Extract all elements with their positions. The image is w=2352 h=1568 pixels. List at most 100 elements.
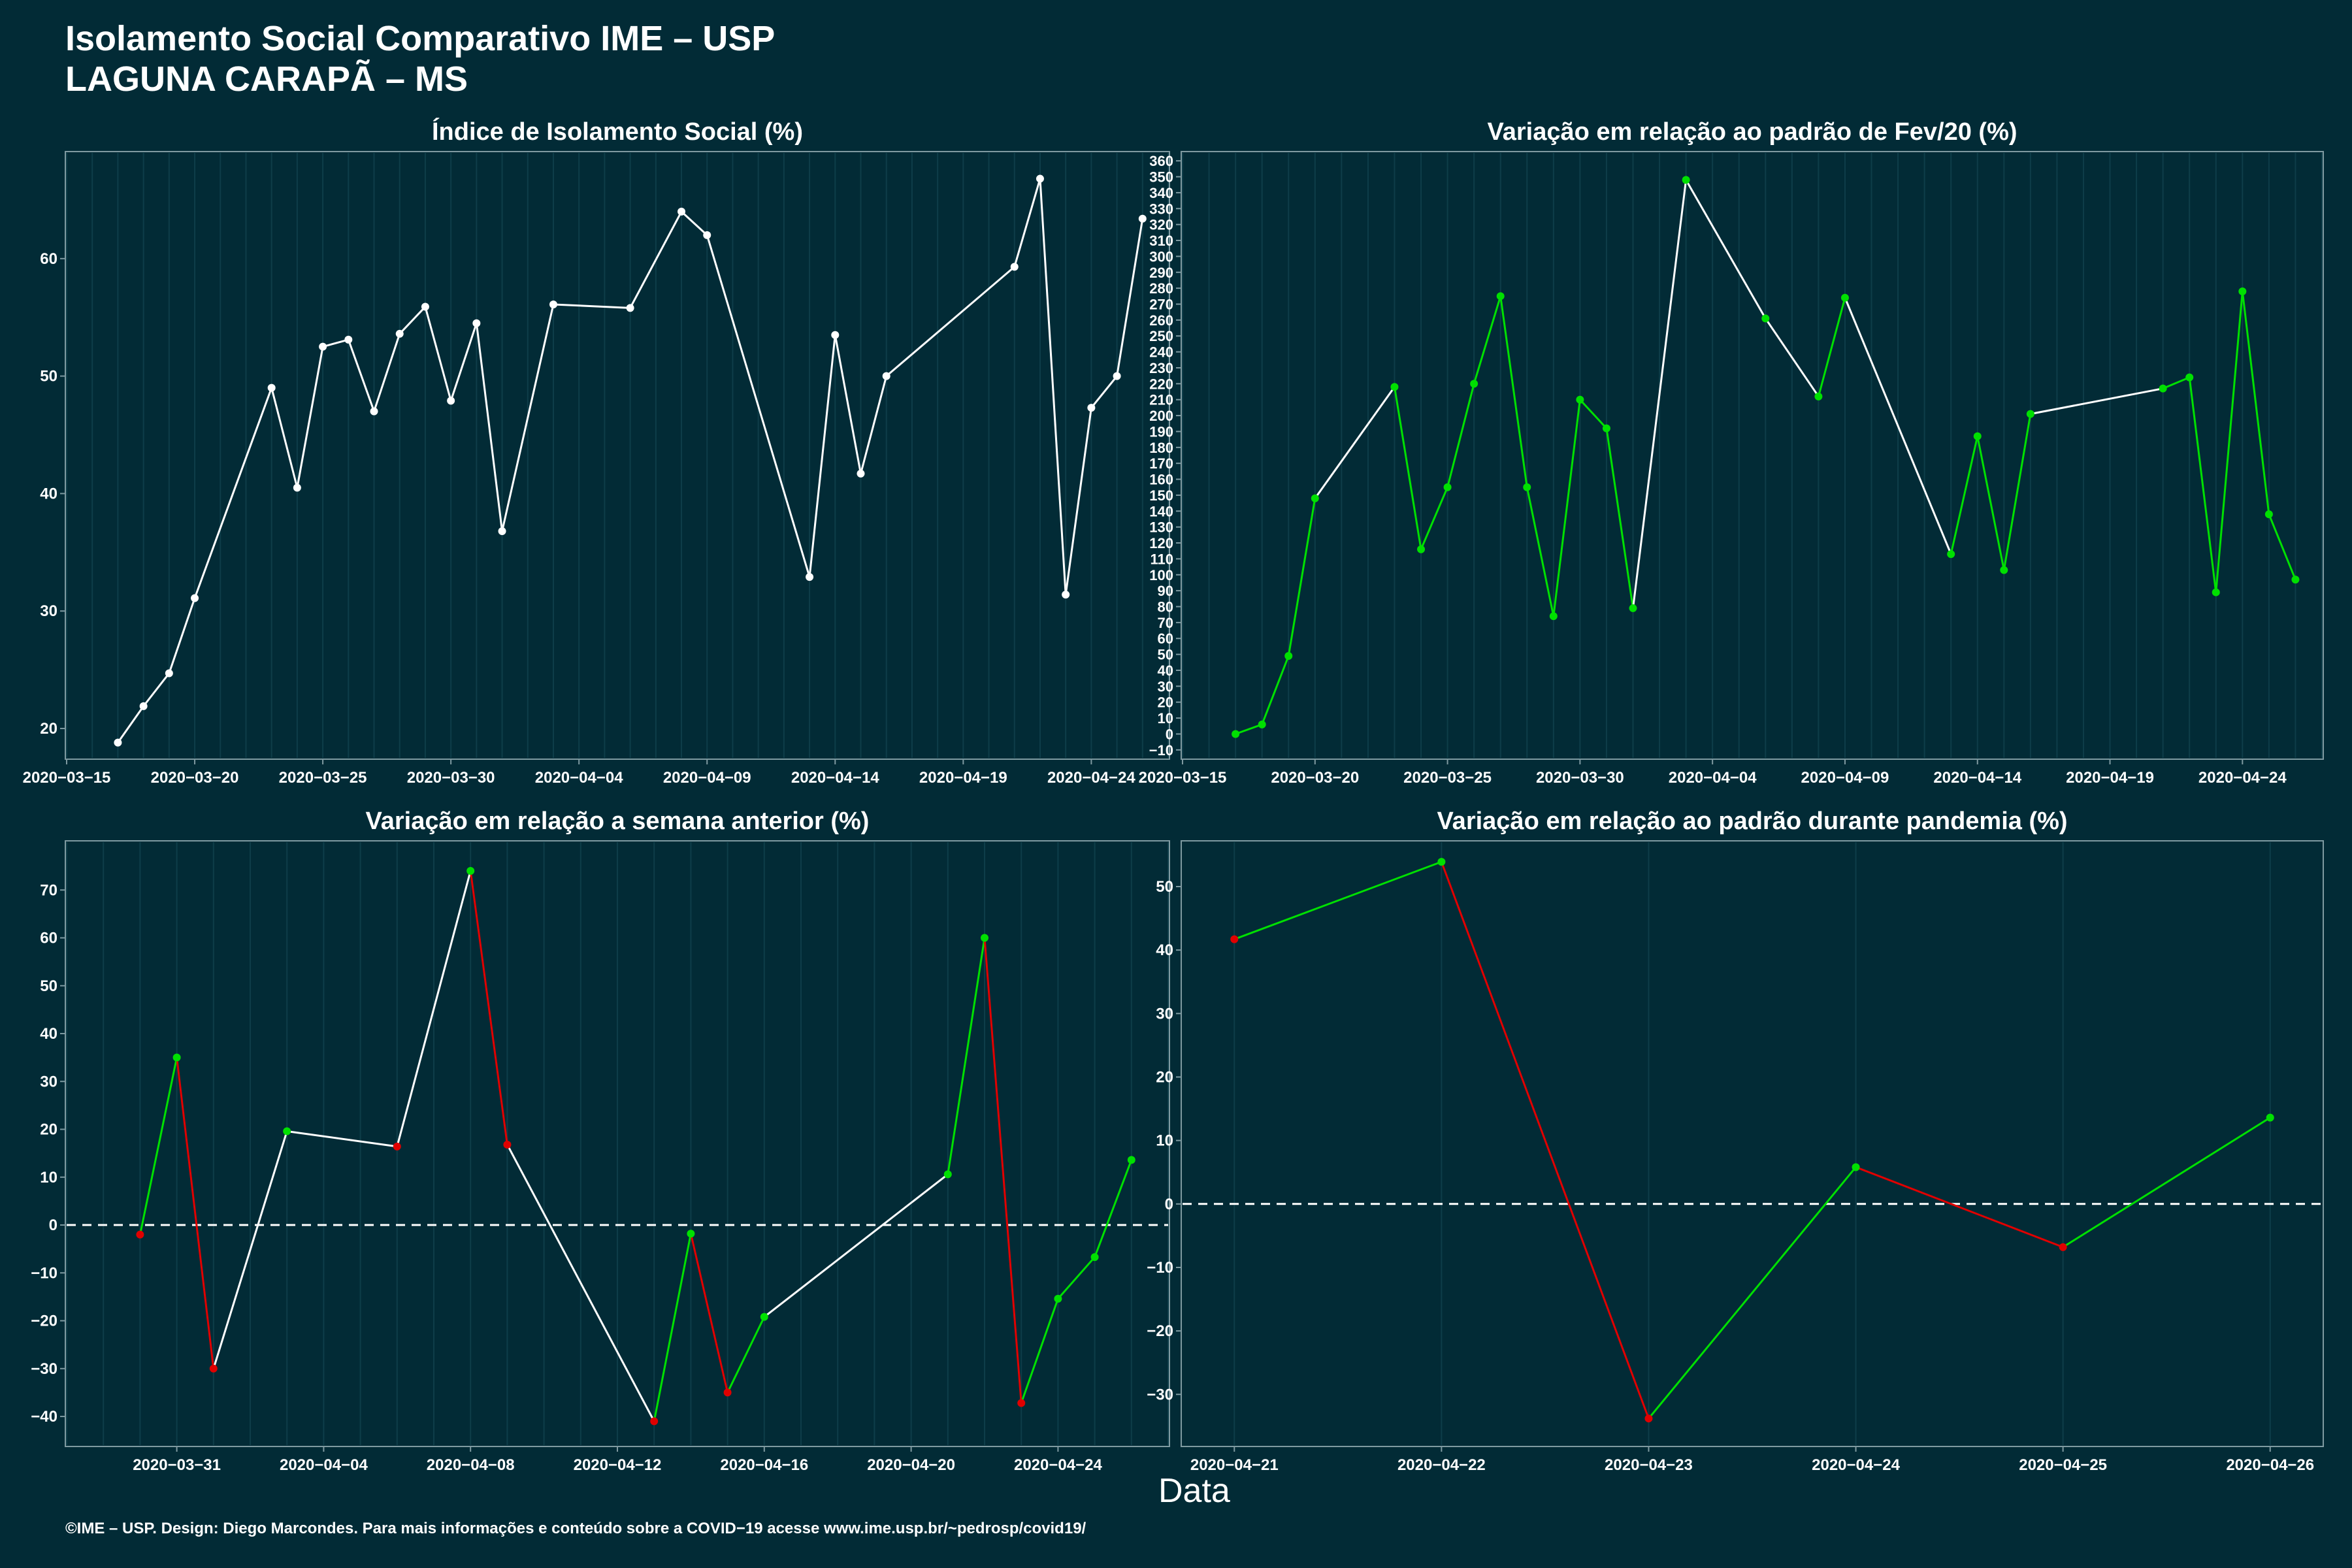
data-point bbox=[1127, 1156, 1135, 1164]
panel-title: Variação em relação ao padrão durante pa… bbox=[1437, 808, 2067, 835]
series-segment bbox=[983, 938, 1022, 1403]
data-point bbox=[1437, 858, 1446, 866]
x-tick-label: 2020−04−26 bbox=[2226, 1456, 2314, 1474]
series-segment bbox=[1094, 1159, 1133, 1258]
series-segment bbox=[834, 335, 862, 474]
data-point bbox=[687, 1230, 695, 1238]
data-point bbox=[1443, 483, 1452, 491]
y-tick-label: 20 bbox=[40, 720, 57, 738]
x-tick-label: 2020−04−19 bbox=[2066, 769, 2154, 787]
y-tick-label: 60 bbox=[1158, 630, 1173, 647]
data-point bbox=[393, 1142, 401, 1151]
y-tick-label: 0 bbox=[1165, 1196, 1173, 1213]
data-point bbox=[1284, 652, 1293, 661]
series-segment bbox=[553, 303, 630, 309]
y-tick-label: 20 bbox=[1156, 1068, 1173, 1086]
x-tick-label: 2020−03−25 bbox=[1403, 769, 1492, 787]
series-segment bbox=[1116, 218, 1144, 376]
data-point bbox=[2266, 1113, 2274, 1122]
data-point bbox=[1840, 293, 1849, 302]
series-segment bbox=[2002, 414, 2032, 570]
series-segment bbox=[1057, 1256, 1096, 1299]
panel-title: Variação em relação ao padrão de Fev/20 … bbox=[1487, 118, 2017, 146]
y-tick-label: −10 bbox=[1147, 1259, 1173, 1277]
y-tick-label: 80 bbox=[1158, 599, 1173, 615]
data-point bbox=[678, 207, 686, 216]
series-segment bbox=[1420, 487, 1448, 550]
data-point bbox=[1814, 392, 1823, 400]
series-segment bbox=[2062, 1117, 2271, 1249]
y-tick-label: 310 bbox=[1149, 233, 1173, 249]
data-point bbox=[2159, 384, 2167, 393]
y-tick-label: 340 bbox=[1149, 185, 1173, 201]
data-point bbox=[267, 384, 276, 392]
data-point bbox=[165, 669, 173, 678]
y-tick-label: −40 bbox=[31, 1408, 57, 1426]
x-tick-label: 2020−04−14 bbox=[1933, 769, 2021, 787]
y-tick-label: 250 bbox=[1149, 328, 1173, 344]
series-segment bbox=[1579, 399, 1608, 429]
series-segment bbox=[168, 597, 196, 674]
panel-title: Índice de Isolamento Social (%) bbox=[432, 117, 803, 146]
series-segment bbox=[763, 1173, 949, 1318]
x-tick-label: 2020−04−04 bbox=[1669, 769, 1757, 787]
series-segment bbox=[1631, 180, 1688, 609]
chart-panel-3: Variação em relação a semana anterior (%… bbox=[31, 808, 1170, 1474]
y-tick-label: 280 bbox=[1149, 280, 1173, 297]
series-segment bbox=[1233, 860, 1442, 941]
data-point bbox=[1390, 383, 1399, 391]
data-point bbox=[1629, 604, 1637, 612]
series-segment bbox=[322, 338, 349, 348]
series-segment bbox=[1090, 375, 1118, 409]
y-tick-label: 70 bbox=[1158, 615, 1173, 631]
series-segment bbox=[2163, 376, 2190, 390]
data-point bbox=[344, 335, 353, 344]
data-point bbox=[806, 573, 814, 581]
series-segment bbox=[2030, 387, 2163, 416]
series-segment bbox=[142, 672, 171, 707]
series-segment bbox=[1261, 655, 1290, 725]
y-tick-label: 50 bbox=[1158, 647, 1173, 663]
y-tick-label: 60 bbox=[40, 930, 57, 947]
x-tick-label: 2020−03−20 bbox=[151, 769, 239, 787]
x-tick-label: 2020−03−15 bbox=[23, 769, 111, 787]
series-segment bbox=[681, 210, 708, 236]
data-point bbox=[1761, 314, 1770, 323]
data-point bbox=[1576, 395, 1584, 404]
series-segment bbox=[1446, 383, 1475, 488]
x-tick-label: 2020−04−09 bbox=[1801, 769, 1889, 787]
series-segment bbox=[1287, 498, 1316, 657]
data-point bbox=[1017, 1399, 1026, 1407]
y-tick-label: −30 bbox=[1147, 1386, 1173, 1403]
x-tick-label: 2020−04−22 bbox=[1397, 1456, 1486, 1474]
x-tick-label: 2020−04−23 bbox=[1605, 1456, 1693, 1474]
x-tick-label: 2020−04−24 bbox=[2198, 769, 2287, 787]
data-point bbox=[1682, 176, 1690, 184]
y-tick-label: 360 bbox=[1149, 153, 1173, 169]
data-point bbox=[1523, 483, 1531, 491]
data-point bbox=[139, 702, 148, 710]
data-point bbox=[882, 372, 890, 380]
y-tick-label: 130 bbox=[1149, 519, 1173, 536]
data-point bbox=[2264, 510, 2273, 519]
y-tick-label: 30 bbox=[1158, 678, 1173, 694]
data-point bbox=[857, 469, 865, 478]
x-tick-label: 2020−03−30 bbox=[1536, 769, 1624, 787]
x-tick-label: 2020−04−09 bbox=[663, 769, 751, 787]
y-tick-label: 90 bbox=[1158, 583, 1173, 599]
data-point bbox=[2059, 1243, 2067, 1251]
x-tick-label: 2020−04−12 bbox=[574, 1456, 662, 1474]
data-point bbox=[1087, 404, 1096, 412]
y-tick-label: 50 bbox=[40, 977, 57, 995]
data-point bbox=[1602, 424, 1610, 433]
x-tick-label: 2020−03−31 bbox=[133, 1456, 221, 1474]
y-tick-label: 10 bbox=[40, 1169, 57, 1186]
data-point bbox=[2212, 588, 2220, 596]
x-tick-label: 2020−04−16 bbox=[720, 1456, 808, 1474]
title-line-1: Isolamento Social Comparativo IME – USP bbox=[65, 19, 776, 58]
series-segment bbox=[1013, 178, 1041, 267]
data-point bbox=[943, 1170, 952, 1179]
x-tick-label: 2020−04−24 bbox=[1812, 1456, 1900, 1474]
y-tick-label: 30 bbox=[1156, 1005, 1173, 1022]
y-tick-label: 170 bbox=[1149, 455, 1173, 472]
